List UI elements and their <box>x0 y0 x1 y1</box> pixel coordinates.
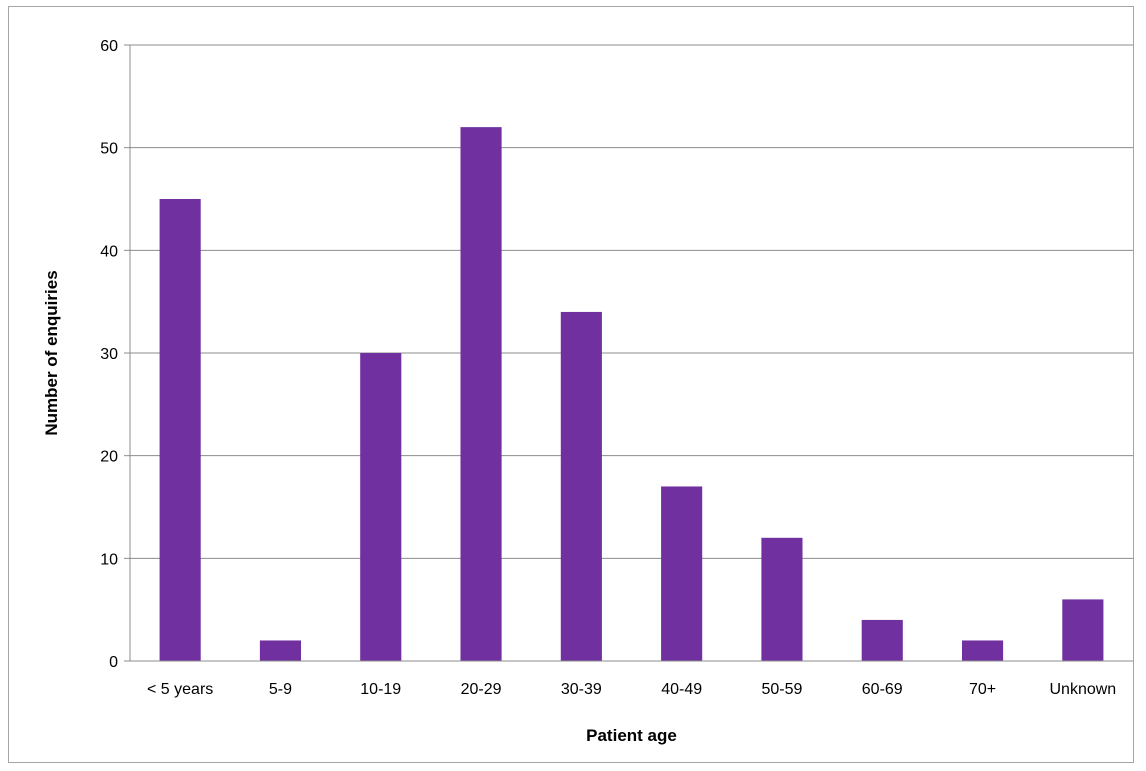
x-tick-label: < 5 years <box>147 681 213 698</box>
y-tick-labels: 0 10 20 30 40 50 60 <box>100 38 118 671</box>
bar <box>159 199 201 661</box>
x-tick-label: 40-49 <box>661 681 702 698</box>
x-tick-label: 30-39 <box>561 681 602 698</box>
chart-container: 0 10 20 30 40 50 60 < 5 years 5-9 10-19 20-29 30-3… <box>8 6 1134 763</box>
bar-chart: 0 10 20 30 40 50 60 < 5 years 5-9 10-19 20-29 30-3… <box>42 38 1133 745</box>
gridlines <box>130 44 1133 559</box>
y-tick-label: 20 <box>100 449 118 466</box>
y-tick-label: 10 <box>100 551 118 568</box>
bar <box>560 311 602 661</box>
y-tick-label: 40 <box>100 243 118 260</box>
x-tick-label: 50-59 <box>761 681 802 698</box>
x-tick-label: 70+ <box>969 681 996 698</box>
bar <box>761 537 803 661</box>
x-tick-label: 5-9 <box>269 681 292 698</box>
bar <box>259 640 302 661</box>
x-tick-label: 20-29 <box>461 681 502 698</box>
x-axis-title: Patient age <box>586 726 677 745</box>
bar <box>1062 599 1104 661</box>
x-tick-label: 10-19 <box>360 681 401 698</box>
y-tick-label: 0 <box>109 654 118 671</box>
bar <box>961 640 1004 661</box>
bars <box>159 127 1104 662</box>
y-tick-label: 60 <box>100 38 118 55</box>
y-tick-label: 30 <box>100 346 118 363</box>
y-axis-title: Number of enquiries <box>42 270 61 435</box>
bar <box>861 619 903 661</box>
y-tick-label: 50 <box>100 141 118 158</box>
bar <box>460 127 502 662</box>
x-tick-label: Unknown <box>1049 681 1116 698</box>
x-tick-label: 60-69 <box>862 681 903 698</box>
bar <box>661 486 703 661</box>
bar <box>360 353 402 661</box>
axes <box>124 44 1133 662</box>
x-tick-labels: < 5 years 5-9 10-19 20-29 30-39 40-49 50-59 60-… <box>147 681 1116 698</box>
